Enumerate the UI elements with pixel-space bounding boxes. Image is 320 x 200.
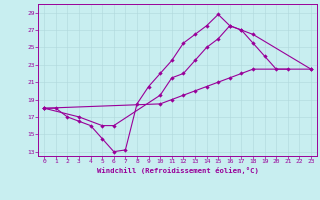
X-axis label: Windchill (Refroidissement éolien,°C): Windchill (Refroidissement éolien,°C) [97,167,259,174]
